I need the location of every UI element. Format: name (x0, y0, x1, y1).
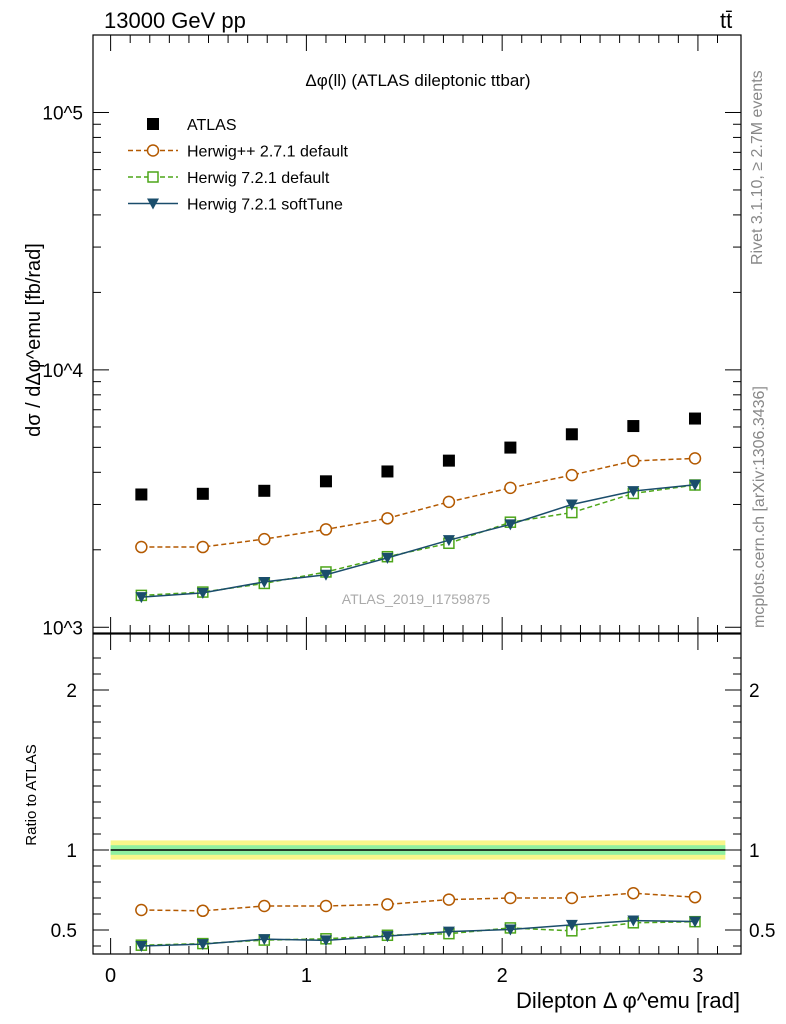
data-point (504, 924, 517, 936)
ratio-frame (92, 633, 742, 955)
data-point (381, 465, 394, 478)
data-point (565, 468, 579, 482)
y-tick-label: 10^5 (42, 103, 83, 124)
data-point (504, 891, 517, 905)
main-frame (92, 34, 742, 634)
data-point (319, 899, 333, 913)
data-point (565, 891, 579, 905)
y-tick-label: 1 (66, 841, 77, 862)
x-tick-label: 2 (497, 965, 508, 987)
y-tick-label-right: 0.5 (749, 921, 775, 942)
data-point (381, 931, 394, 943)
series-line-herwig-7-2-1-softtune (141, 483, 696, 598)
ratio-panel: 0 1 2 3 0.5 0.5 1 1 2 2 Ratio to ATLAS Dilepton Δ… (23, 633, 775, 1013)
data-point (196, 540, 210, 554)
series-line-herwig-2-7-1-default (141, 457, 696, 548)
legend-marker (147, 171, 159, 183)
y-tick-label: 0.5 (51, 921, 77, 942)
data-point (627, 486, 640, 498)
data-point (196, 904, 210, 918)
data-point (258, 532, 271, 546)
series-line-herwig-2-7-1-default (141, 892, 696, 912)
data-point (565, 428, 578, 441)
x-tick-label: 3 (692, 965, 703, 987)
y-tick-label: 10^3 (42, 618, 83, 639)
data-point (504, 519, 517, 531)
data-point (135, 488, 148, 501)
rivet-label: Rivet 3.1.10, ≥ 2.7M events (749, 70, 766, 265)
data-point (319, 569, 332, 581)
data-point (442, 454, 455, 467)
data-point (565, 919, 578, 931)
data-point (627, 454, 640, 468)
data-point (442, 893, 456, 906)
data-point (688, 479, 701, 491)
legend-label: Herwig++ 2.7.1 default (187, 144, 349, 161)
x-axis-label: Dilepton Δ φ^emu [rad] (516, 988, 740, 1013)
analysis-watermark: ATLAS_2019_I1759875 (342, 591, 491, 607)
data-point (504, 481, 517, 495)
data-point (258, 934, 271, 946)
data-point (258, 576, 271, 588)
ratio-series (135, 886, 702, 952)
data-point (504, 441, 517, 454)
legend-label: Herwig 7.2.1 default (187, 170, 330, 187)
data-point (442, 535, 455, 547)
y-tick-label-right: 1 (749, 841, 760, 862)
data-point (688, 412, 701, 425)
data-point (319, 475, 332, 488)
data-point (627, 886, 640, 900)
data-point (135, 540, 148, 554)
data-point (381, 512, 394, 525)
data-point (627, 915, 640, 927)
data-point (319, 935, 332, 947)
data-point (196, 587, 209, 599)
data-point (688, 452, 702, 465)
chart-title: Δφ(ll) (ATLAS dileptonic ttbar) (305, 71, 530, 90)
data-point (442, 495, 456, 509)
data-point (381, 552, 394, 564)
series-line-herwig-7-2-1-softtune (141, 919, 696, 947)
data-point (688, 890, 702, 904)
legend-label: ATLAS (187, 117, 237, 134)
ratio-uncertainty-band (110, 840, 726, 860)
process-label: tt̄ (720, 8, 732, 33)
data-point (135, 592, 148, 604)
legend-marker (147, 118, 159, 130)
data-point (196, 487, 209, 500)
data-point (258, 484, 271, 497)
data-point (442, 926, 455, 938)
data-point (135, 903, 148, 917)
legend-marker (146, 144, 160, 157)
data-point (565, 499, 578, 511)
x-tick-label: 1 (301, 965, 312, 987)
data-point (135, 941, 148, 952)
y-tick-label: 10^4 (42, 361, 83, 382)
collision-label: 13000 GeV pp (104, 8, 246, 33)
data-point (627, 420, 640, 433)
mcplots-label: mcplots.cern.ch [arXiv:1306.3436] (751, 386, 768, 628)
series-line-herwig-7-2-1-default (141, 484, 696, 597)
legend: ATLAS Herwig++ 2.7.1 default Herwig 7.2.1 … (128, 117, 349, 214)
data-point (381, 898, 394, 911)
main-axis-ticks: 10^3 10^4 10^5 (42, 34, 741, 639)
y-tick-label-right: 2 (749, 681, 760, 702)
main-series (135, 412, 702, 604)
legend-marker (147, 198, 159, 210)
ratio-y-axis-label: Ratio to ATLAS (23, 744, 40, 845)
data-point (688, 916, 701, 928)
data-point (196, 939, 209, 951)
main-panel: 10^3 10^4 10^5 Δφ(ll) (ATLAS dileptonic tt… (23, 34, 742, 639)
data-point (258, 899, 271, 913)
legend-label: Herwig 7.2.1 softTune (187, 197, 343, 214)
data-point (319, 523, 333, 536)
y-tick-label: 2 (66, 681, 77, 702)
main-y-axis-label: dσ / dΔφ^emu [fb/rad] (23, 243, 45, 437)
x-tick-label: 0 (105, 965, 116, 987)
ratio-axis-ticks: 0 1 2 3 0.5 0.5 1 1 2 2 (51, 634, 775, 987)
